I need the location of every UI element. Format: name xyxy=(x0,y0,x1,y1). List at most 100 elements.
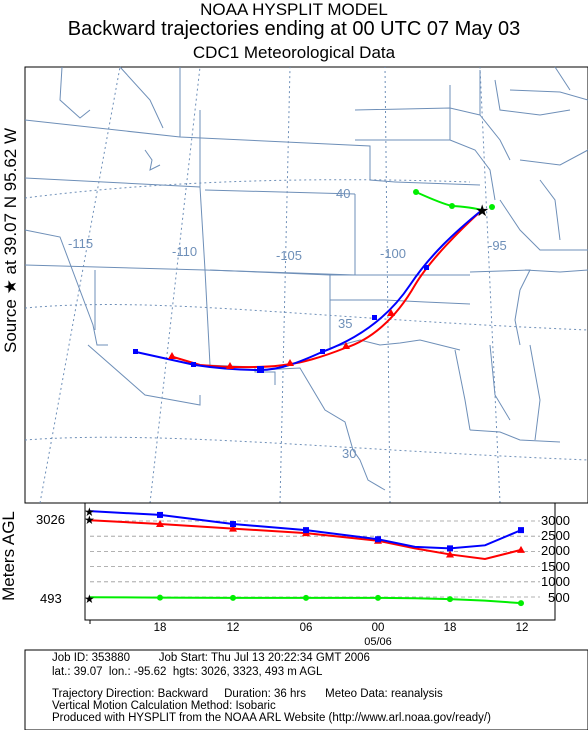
border-line xyxy=(24,119,396,183)
red-marker xyxy=(387,309,395,316)
height-tick-label: 2500 xyxy=(541,528,570,543)
border-line xyxy=(554,66,571,91)
footer-direction: Trajectory Direction: Backward Duration:… xyxy=(52,688,443,700)
blue-marker xyxy=(191,362,196,367)
green-marker xyxy=(489,204,495,210)
grid-line xyxy=(149,66,201,504)
model-title: NOAA HYSPLIT MODEL xyxy=(200,0,388,19)
red-height-marker xyxy=(156,520,164,528)
lon-label: -105 xyxy=(276,248,302,263)
lat-label: 40 xyxy=(336,186,350,201)
red-marker xyxy=(226,362,234,369)
green-height-marker xyxy=(518,600,524,607)
grid-line xyxy=(24,304,588,331)
grid-line xyxy=(279,66,291,504)
border-line xyxy=(479,70,511,161)
red-marker xyxy=(342,342,350,349)
footer-job: Job ID: 353880 Job Start: Thu Jul 13 20:… xyxy=(52,652,370,664)
source-star-icon: ★ xyxy=(475,203,489,220)
height-start-star-icon: ★ xyxy=(84,513,95,527)
border-line xyxy=(204,189,356,195)
blue-height-marker xyxy=(375,536,381,543)
border-line xyxy=(87,344,201,406)
height-tick-label: 1000 xyxy=(541,574,570,589)
time-tick: 00 xyxy=(371,622,385,634)
green-height-marker xyxy=(447,596,453,603)
start-height-label: 493 xyxy=(40,591,62,606)
green-marker xyxy=(413,189,419,195)
blue-height-marker xyxy=(518,527,524,534)
start-height-label: 3026 xyxy=(36,512,65,527)
blue-marker xyxy=(257,366,264,373)
border-line xyxy=(394,181,481,186)
border-line xyxy=(204,269,211,366)
blue-marker xyxy=(320,349,325,354)
border-line xyxy=(539,179,561,241)
border-line xyxy=(494,79,571,116)
grid-line xyxy=(39,66,121,504)
height-tick-label: 3000 xyxy=(541,513,570,528)
green-height-marker xyxy=(375,594,381,601)
border-line xyxy=(509,89,588,101)
map-boundaries xyxy=(24,66,588,504)
border-line xyxy=(449,85,496,201)
meteo-data-title: CDC1 Meteorological Data xyxy=(192,43,396,62)
height-panel-frame xyxy=(84,502,556,621)
lon-label: -115 xyxy=(68,236,93,251)
blue-height-marker xyxy=(447,545,453,552)
lon-label: -100 xyxy=(380,246,406,261)
blue-height-marker xyxy=(303,527,309,534)
height-tick-label: 500 xyxy=(548,590,570,605)
map-frame xyxy=(24,66,588,504)
border-line xyxy=(329,339,461,351)
grid-line xyxy=(24,436,588,461)
time-tick: 12 xyxy=(515,622,529,634)
green-height-marker xyxy=(230,594,236,601)
lat-label: 35 xyxy=(338,316,352,331)
footer-produced: Produced with HYSPLIT from the NOAA ARL … xyxy=(52,712,491,724)
border-line xyxy=(259,367,386,491)
time-tick: 12 xyxy=(226,622,240,634)
date-label: 05/06 xyxy=(364,636,392,648)
height-start-star-icon: ★ xyxy=(84,505,95,519)
red-marker xyxy=(168,352,176,359)
red-height-line xyxy=(89,519,522,561)
blue-height-marker xyxy=(230,521,236,528)
time-tick: 06 xyxy=(299,622,313,634)
border-line xyxy=(119,66,164,129)
red-marker xyxy=(286,359,294,366)
blue-marker xyxy=(372,315,377,320)
time-tick: 18 xyxy=(443,622,457,634)
border-line xyxy=(524,269,588,273)
grid-line xyxy=(384,66,391,504)
height-tick-label: 2000 xyxy=(541,543,570,558)
green-trajectory xyxy=(415,191,483,211)
footer-vertical: Vertical Motion Calculation Method: Isob… xyxy=(52,700,276,712)
green-marker xyxy=(449,203,455,209)
red-height-marker xyxy=(229,524,237,532)
green-height-marker xyxy=(157,594,163,601)
border-line xyxy=(529,344,541,441)
border-line xyxy=(499,199,588,251)
trajectory-markers: ★ xyxy=(133,189,495,373)
border-line xyxy=(519,149,588,166)
lon-label: -95 xyxy=(488,238,507,253)
red-height-marker xyxy=(517,545,525,553)
border-line xyxy=(469,269,531,291)
trajectory-title: Backward trajectories ending at 00 UTC 0… xyxy=(67,18,521,40)
border-line xyxy=(24,229,108,346)
border-line xyxy=(489,344,511,421)
height-tick-label: 1500 xyxy=(541,559,570,574)
red-height-marker xyxy=(446,550,454,558)
grid-line xyxy=(479,66,501,504)
border-line xyxy=(514,289,521,346)
border-line xyxy=(144,149,161,171)
border-line xyxy=(59,66,91,119)
border-line xyxy=(469,429,561,443)
footer-source: lat.: 39.07 lon.: -95.62 hgts: 3026, 332… xyxy=(52,666,323,678)
height-start-star-icon: ★ xyxy=(84,592,95,606)
grid-line xyxy=(24,179,471,199)
border-line xyxy=(209,269,331,276)
border-line xyxy=(454,349,471,431)
